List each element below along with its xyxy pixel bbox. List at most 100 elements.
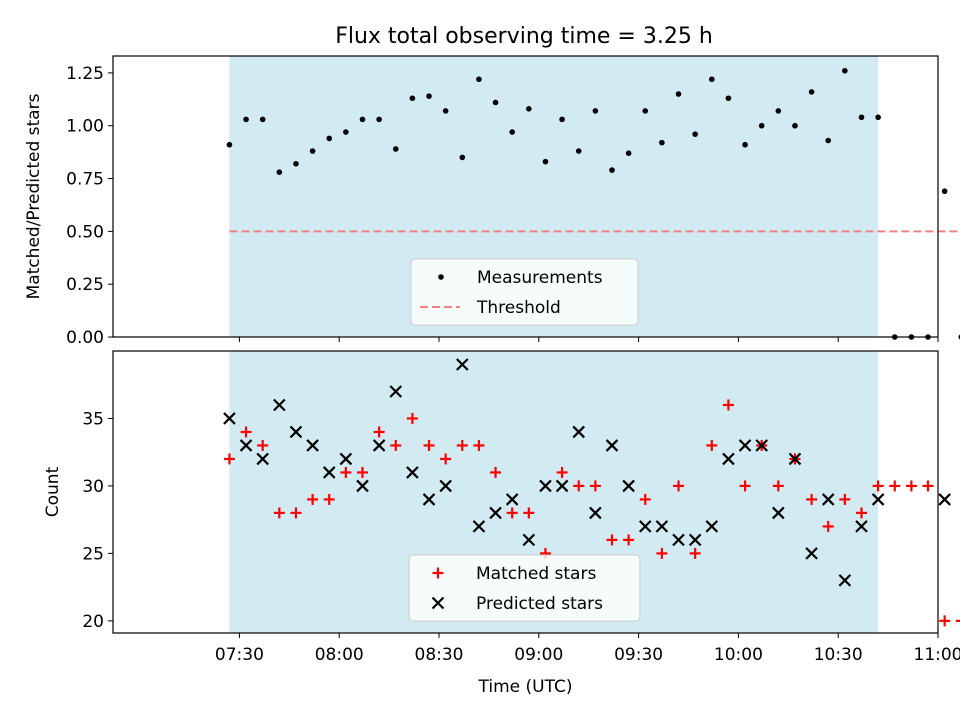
measurement-point [376,116,382,123]
measurement-point [842,67,848,74]
matched-star-point [273,507,285,519]
predicted-star-point [655,520,669,533]
measurement-point [309,148,316,154]
top-legend-box [410,258,639,326]
predicted-star-point [638,520,652,533]
predicted-star-point [722,452,735,466]
predicted-star-point [339,452,353,466]
measurement-point [592,108,599,114]
matched-star-point [689,547,701,559]
matched-star-point [955,619,960,622]
measurement-point [792,122,798,129]
measurement-point [858,114,865,121]
matched-star-point [440,453,452,465]
measurement-point [392,146,399,152]
x-tick-label: 09:00 [514,645,563,665]
measurement-point [343,129,349,135]
measurement-point [226,141,233,148]
measurement-point [542,158,549,165]
predicted-star-point [589,506,602,520]
matched-star-point [506,507,518,519]
predicted-star-point [289,425,303,439]
chart-title: Flux total observing time = 3.25 h [335,24,713,49]
measurement-point [642,108,649,114]
predicted-star-point [356,479,369,493]
matched-star-point [939,615,951,627]
predicted-star-point [938,493,951,506]
matched-star-point [772,480,784,492]
y-tick-label: 0.00 [66,328,104,348]
predicted-star-point [505,493,519,506]
measurement-point [692,131,698,137]
bottom-legend-box [408,554,641,622]
legend-predicted-label: Predicted stars [476,594,603,614]
measurement-point [808,89,815,95]
measurement-point [758,122,765,129]
x-tick-label: 10:00 [714,645,763,665]
matched-star-point [257,439,269,451]
matched-star-point [673,480,685,492]
measurement-point [625,150,632,156]
bottom-y-ticks: 20 25 30 35 [82,409,113,632]
measurement-point [659,139,665,146]
legend-threshold-label: Threshold [476,298,561,318]
measurement-point [459,154,466,161]
matched-star-point [523,507,535,519]
predicted-star-point [572,425,586,439]
y-tick-label: 1.25 [66,64,104,84]
bottom-x-ticks: 07:30 08:00 08:30 09:00 09:30 10:00 10:30 11:00 [215,633,960,665]
y-tick-label: 1.00 [66,117,104,137]
predicted-star-point [522,533,536,547]
predicted-star-point [539,479,552,493]
x-tick-label: 09:30 [614,645,663,665]
measurement-point [293,160,299,167]
matched-star-point [290,507,302,519]
matched-star-point [872,480,884,492]
predicted-star-point [306,439,319,452]
predicted-star-point [821,493,835,506]
matched-star-point [490,466,502,478]
bottom-y-axis-label: Count [43,466,63,517]
predicted-star-point [456,358,469,371]
measurement-point [359,116,366,123]
predicted-star-point [672,533,685,547]
measurement-points [226,67,960,340]
predicted-star-point [389,385,403,398]
predicted-star-point [838,574,852,587]
measurement-point [243,116,249,123]
measurement-point [825,137,832,144]
predicted-star-point [805,547,818,560]
measurement-point [875,114,881,121]
legend-matched-label: Matched stars [476,564,596,584]
measurement-point [476,76,482,83]
matched-star-point [855,507,867,519]
bottom-legend: Matched stars Predicted stars [408,554,641,622]
x-tick-label: 07:30 [215,645,264,665]
predicted-star-point [472,520,486,533]
matched-star-point [573,480,585,492]
matched-star-point [307,493,319,505]
measurement-point [725,95,732,102]
predicted-star-point [738,439,752,452]
matched-star-point [706,439,718,451]
measurement-point [492,99,499,106]
top-legend: Measurements Threshold [410,258,639,326]
legend-measurements-marker [438,274,444,280]
predicted-star-point [322,466,336,479]
matched-star-point [456,439,468,451]
matched-star-point [473,439,485,451]
matched-star-point [656,547,668,559]
matched-star-point [373,426,385,438]
predicted-star-point [871,493,885,506]
measurement-point [509,129,515,135]
measurement-point [526,106,532,112]
x-tick-label: 08:00 [315,645,364,665]
predicted-star-point [755,439,768,452]
matched-star-point [722,399,734,411]
matched-star-point [390,439,402,451]
y-tick-label: 25 [82,544,104,564]
matched-star-point [739,480,751,492]
predicted-star-point [223,412,236,425]
matched-star-point [240,426,252,438]
